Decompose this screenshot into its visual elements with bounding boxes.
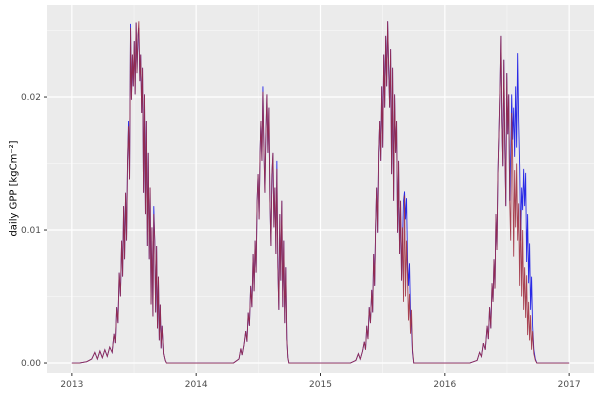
y-tick-label-0.02: 0.02 xyxy=(21,93,41,103)
x-tick-label-2015: 2015 xyxy=(309,380,332,390)
x-tick-label-2016: 2016 xyxy=(433,380,456,390)
series-line-red-series xyxy=(71,21,570,364)
x-tick-label-2017: 2017 xyxy=(558,380,581,390)
y-tick-label-0.01: 0.01 xyxy=(21,226,41,236)
x-tick-label-2014: 2014 xyxy=(185,380,208,390)
y-tick-label-0.00: 0.00 xyxy=(21,359,41,369)
x-tick-label-2013: 2013 xyxy=(60,380,83,390)
